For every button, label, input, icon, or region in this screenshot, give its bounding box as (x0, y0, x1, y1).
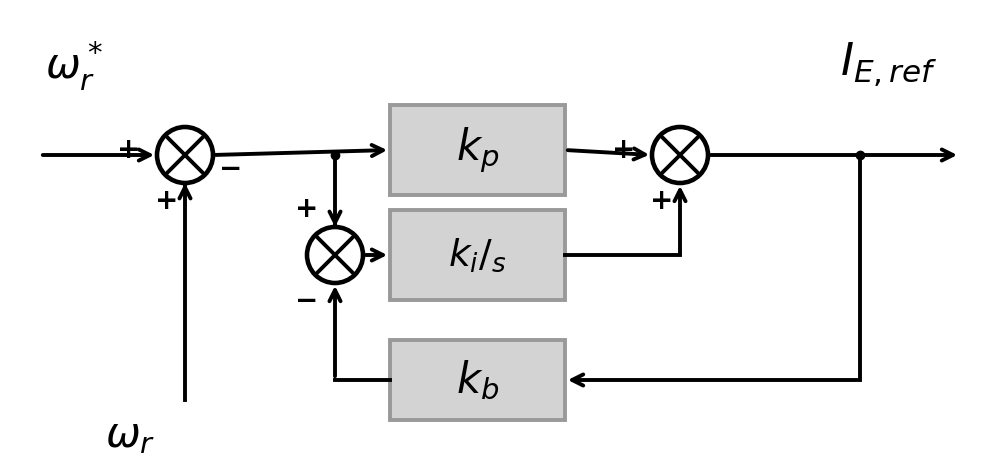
Text: $I_{E,ref}$: $I_{E,ref}$ (840, 41, 938, 89)
Bar (390, 210, 565, 300)
Text: +: + (117, 136, 141, 164)
Text: $k_p$: $k_p$ (456, 125, 499, 175)
Text: $k_b$: $k_b$ (456, 359, 499, 402)
Text: $\omega_r^*$: $\omega_r^*$ (45, 38, 103, 92)
Text: −: − (219, 155, 243, 183)
Text: +: + (650, 187, 674, 215)
Text: −: − (295, 287, 319, 315)
Text: +: + (155, 187, 179, 215)
Bar (390, 340, 565, 420)
Text: $k_i/_{s}$: $k_i/_{s}$ (448, 236, 507, 274)
Text: $\omega_r$: $\omega_r$ (105, 414, 155, 456)
Text: +: + (295, 195, 319, 223)
Text: +: + (612, 136, 636, 164)
Bar (390, 105, 565, 195)
